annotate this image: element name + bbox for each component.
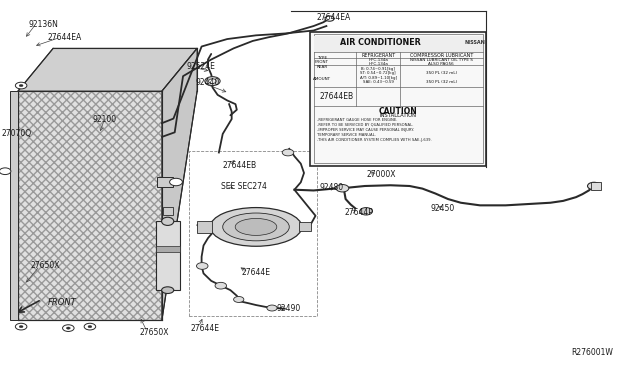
Text: AMOUNT: AMOUNT	[313, 77, 331, 81]
Bar	[157, 177, 173, 187]
Bar	[189, 151, 317, 316]
Text: 27644EB: 27644EB	[223, 161, 257, 170]
Circle shape	[196, 263, 208, 269]
Circle shape	[234, 296, 244, 302]
Bar	[314, 34, 483, 163]
Circle shape	[282, 149, 294, 156]
Circle shape	[63, 325, 74, 331]
Text: 27644P: 27644P	[344, 208, 373, 217]
Text: FRONT: FRONT	[48, 298, 77, 307]
Text: B: 0.74~0.91[kg]
ST: 0.54~0.72[kg]
A/T: 0.89~1.10[kg]
SAE: 0.43~0.59: B: 0.74~0.91[kg] ST: 0.54~0.72[kg] A/T: …	[360, 67, 397, 84]
Text: 92440: 92440	[195, 78, 220, 87]
Text: 27644E: 27644E	[191, 324, 220, 333]
Bar	[163, 207, 173, 215]
Text: HFC-134a
HFC-134a: HFC-134a HFC-134a	[368, 58, 388, 67]
Ellipse shape	[161, 287, 174, 294]
Polygon shape	[18, 91, 162, 320]
Text: 350 PL (32 mL)

350 PL (32 mL): 350 PL (32 mL) 350 PL (32 mL)	[426, 71, 457, 84]
Circle shape	[205, 77, 220, 86]
Text: 27644E: 27644E	[242, 268, 271, 277]
Text: NISSAN: NISSAN	[465, 39, 485, 45]
Text: REFRIGERANT: REFRIGERANT	[361, 53, 396, 58]
Circle shape	[360, 208, 372, 215]
Text: 27644EA: 27644EA	[317, 13, 351, 22]
Text: 92490: 92490	[276, 304, 301, 313]
Text: 27650X: 27650X	[140, 328, 169, 337]
Bar	[10, 91, 18, 320]
Circle shape	[588, 182, 600, 190]
Bar	[314, 36, 483, 52]
Text: 27644EB: 27644EB	[320, 92, 354, 101]
Text: 92136N: 92136N	[29, 20, 59, 29]
Circle shape	[19, 326, 23, 328]
Text: -REFER TO BE SERVICED BY QUALIFIED PERSONAL.: -REFER TO BE SERVICED BY QUALIFIED PERSO…	[317, 123, 413, 127]
Bar	[197, 221, 211, 232]
Text: -IMPROPER SERVICE MAY CAUSE PERSONAL INJURY.: -IMPROPER SERVICE MAY CAUSE PERSONAL INJ…	[317, 128, 414, 132]
Text: 27644EA: 27644EA	[48, 33, 83, 42]
Text: COMPRESSOR LUBRICANT: COMPRESSOR LUBRICANT	[410, 53, 473, 58]
Text: 92524E: 92524E	[187, 62, 216, 71]
Ellipse shape	[236, 218, 277, 235]
Bar	[298, 222, 312, 231]
Text: TYPE
FRONT
REAR: TYPE FRONT REAR	[315, 55, 329, 69]
Polygon shape	[18, 48, 197, 91]
Circle shape	[88, 326, 92, 328]
Bar	[156, 221, 180, 290]
Text: INSTALLATION: INSTALLATION	[380, 113, 417, 118]
Circle shape	[215, 282, 227, 289]
Circle shape	[15, 323, 27, 330]
Text: TEMPORARY SERVICE MANUAL.: TEMPORARY SERVICE MANUAL.	[317, 133, 376, 137]
Ellipse shape	[210, 208, 302, 246]
Text: 92450: 92450	[430, 204, 454, 213]
Text: -REFRIGERANT GAUGE HOSE FOR ENGINE.: -REFRIGERANT GAUGE HOSE FOR ENGINE.	[317, 118, 397, 122]
Bar	[591, 182, 601, 190]
Text: NISSAN LUBRICANT OIL TYPE S
ALSO PAG56: NISSAN LUBRICANT OIL TYPE S ALSO PAG56	[410, 58, 473, 67]
Circle shape	[325, 16, 334, 21]
Text: 27070Q: 27070Q	[2, 129, 32, 138]
Text: R276001W: R276001W	[571, 348, 612, 357]
Ellipse shape	[223, 213, 289, 241]
Text: SEE SEC274: SEE SEC274	[221, 182, 267, 190]
Text: AIR CONDITIONER: AIR CONDITIONER	[340, 38, 421, 47]
Circle shape	[0, 168, 11, 174]
Circle shape	[67, 327, 70, 329]
Text: 27650X: 27650X	[31, 262, 60, 270]
Ellipse shape	[161, 217, 174, 225]
Circle shape	[15, 82, 27, 89]
Text: 92480: 92480	[320, 183, 344, 192]
Circle shape	[84, 323, 96, 330]
Text: CAUTION: CAUTION	[379, 107, 418, 116]
Circle shape	[209, 79, 216, 83]
Circle shape	[170, 178, 182, 186]
Circle shape	[19, 84, 23, 87]
Text: 27000X: 27000X	[366, 170, 396, 179]
Circle shape	[336, 185, 349, 192]
Bar	[156, 246, 180, 252]
Circle shape	[267, 305, 277, 311]
Polygon shape	[162, 48, 197, 320]
Text: 92100: 92100	[93, 115, 117, 124]
Text: -THIS AIR CONDITIONER SYSTEM COMPLIES WITH SAE-J-639.: -THIS AIR CONDITIONER SYSTEM COMPLIES WI…	[317, 138, 431, 141]
Bar	[310, 32, 486, 166]
